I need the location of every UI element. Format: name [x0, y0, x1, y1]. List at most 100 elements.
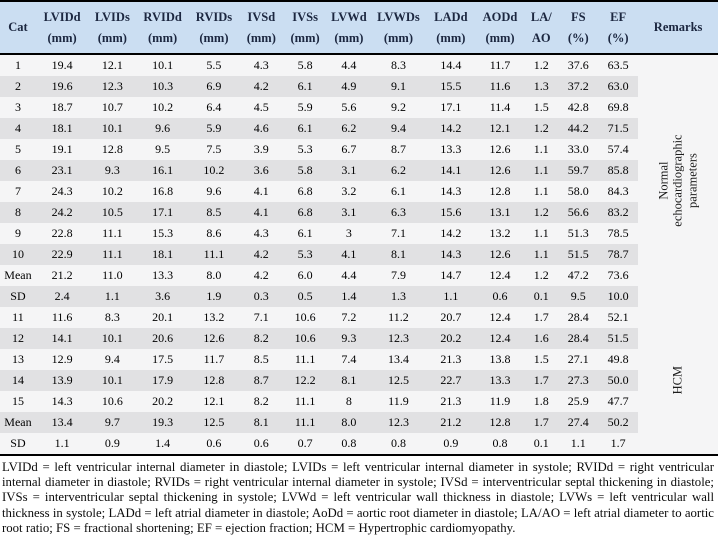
value-cell: 13.2	[188, 307, 240, 328]
value-cell: 21.2	[425, 412, 476, 433]
value-cell: 5.5	[188, 54, 240, 76]
value-cell: 4.9	[326, 76, 372, 97]
value-cell: 11.7	[475, 54, 525, 76]
value-cell: 10.5	[88, 202, 137, 223]
row-label-cell: 9	[0, 223, 36, 244]
value-cell: 0.8	[326, 433, 372, 455]
value-cell: 10.2	[88, 181, 137, 202]
value-cell: 9.3	[326, 328, 372, 349]
value-cell: 4.4	[326, 265, 372, 286]
value-cell: 17.1	[425, 97, 476, 118]
value-cell: 7.9	[371, 265, 426, 286]
value-cell: 63.5	[598, 54, 639, 76]
value-cell: 6.1	[283, 118, 327, 139]
value-cell: 9.4	[371, 118, 426, 139]
value-cell: 6.1	[283, 223, 327, 244]
value-cell: 8.5	[188, 202, 240, 223]
value-cell: 20.1	[136, 307, 189, 328]
value-cell: 6.0	[283, 265, 327, 286]
table-row: 13 12.9 9.4 17.5 11.7 8.5 11.1 7.4 13.4 21.3 13.8 1…	[0, 349, 718, 370]
table-row: Mean 21.2 11.0 13.3 8.0 4.2 6.0 4.4 7.9 14.7 12.4 1…	[0, 265, 718, 286]
value-cell: 12.1	[475, 118, 525, 139]
value-cell: 10.1	[88, 328, 137, 349]
value-cell: 4.2	[239, 76, 284, 97]
value-cell: 9.6	[136, 118, 189, 139]
value-cell: 12.5	[371, 370, 426, 391]
value-cell: 1.7	[598, 433, 639, 455]
value-cell: 1.1	[35, 433, 89, 455]
value-cell: 9.5	[558, 286, 598, 307]
value-cell: 0.6	[188, 433, 240, 455]
value-cell: 6.8	[283, 181, 327, 202]
value-cell: 4.2	[239, 265, 284, 286]
value-cell: 1.7	[524, 370, 559, 391]
value-cell: 11.7	[188, 349, 240, 370]
value-cell: 27.3	[558, 370, 598, 391]
value-cell: 18.1	[136, 244, 189, 265]
value-cell: 10.1	[88, 370, 137, 391]
value-cell: 14.2	[425, 118, 476, 139]
table-row: 6 23.1 9.3 16.1 10.2 3.6 5.8 3.1 6.2 14.1 12.6 1.1 5…	[0, 160, 718, 181]
value-cell: 1.1	[558, 433, 598, 455]
row-label-cell: 15	[0, 391, 36, 412]
value-cell: 4.3	[239, 223, 284, 244]
value-cell: 12.1	[88, 54, 137, 76]
value-cell: 15.5	[425, 76, 476, 97]
value-cell: 12.4	[475, 307, 525, 328]
row-label-cell: 8	[0, 202, 36, 223]
value-cell: 27.1	[558, 349, 598, 370]
value-cell: 1.1	[425, 286, 476, 307]
row-label-cell: 5	[0, 139, 36, 160]
value-cell: 11.1	[188, 244, 240, 265]
value-cell: 0.3	[239, 286, 284, 307]
value-cell: 20.6	[136, 328, 189, 349]
value-cell: 1.1	[524, 181, 559, 202]
value-cell: 11.1	[88, 223, 137, 244]
value-cell: 13.4	[371, 349, 426, 370]
value-cell: 37.6	[558, 54, 598, 76]
value-cell: 1.1	[524, 223, 559, 244]
value-cell: 0.9	[88, 433, 137, 455]
value-cell: 42.8	[558, 97, 598, 118]
table-row: Mean 13.4 9.7 19.3 12.5 8.1 11.1 8.0 12.3 21.2 12.…	[0, 412, 718, 433]
value-cell: 11.1	[283, 349, 327, 370]
column-header: LVIDd (mm)	[35, 1, 89, 55]
value-cell: 12.8	[88, 139, 137, 160]
value-cell: 10.6	[283, 307, 327, 328]
value-cell: 10.2	[136, 97, 189, 118]
value-cell: 22.9	[35, 244, 89, 265]
value-cell: 12.5	[188, 412, 240, 433]
value-cell: 11.2	[371, 307, 426, 328]
value-cell: 57.4	[598, 139, 639, 160]
value-cell: 37.2	[558, 76, 598, 97]
row-label-cell: 14	[0, 370, 36, 391]
value-cell: 1.2	[524, 265, 559, 286]
value-cell: 13.3	[475, 370, 525, 391]
value-cell: 78.5	[598, 223, 639, 244]
value-cell: 13.1	[475, 202, 525, 223]
value-cell: 18.7	[35, 97, 89, 118]
value-cell: 6.2	[326, 118, 372, 139]
column-header: LVIDs (mm)	[88, 1, 137, 55]
value-cell: 19.3	[136, 412, 189, 433]
value-cell: 14.1	[35, 328, 89, 349]
value-cell: 12.3	[371, 412, 426, 433]
value-cell: 3	[326, 223, 372, 244]
value-cell: 4.4	[326, 54, 372, 76]
row-label-cell: SD	[0, 286, 36, 307]
value-cell: 1.3	[371, 286, 426, 307]
row-label-cell: 11	[0, 307, 36, 328]
value-cell: 1.8	[524, 391, 559, 412]
column-header: RVIDs (mm)	[188, 1, 240, 55]
value-cell: 7.1	[371, 223, 426, 244]
value-cell: 6.1	[371, 181, 426, 202]
table-row: 1 19.4 12.1 10.1 5.5 4.3 5.8 4.4 8.3 14.4 11.7 1.2 3…	[0, 54, 718, 307]
value-cell: 4.1	[239, 181, 284, 202]
value-cell: 9.1	[371, 76, 426, 97]
value-cell: 10.6	[88, 391, 137, 412]
table-row: 7 24.3 10.2 16.8 9.6 4.1 6.8 3.2 6.1 14.3 12.8 1.1 5…	[0, 181, 718, 202]
value-cell: 12.8	[475, 181, 525, 202]
value-cell: 8.0	[188, 265, 240, 286]
value-cell: 8.6	[188, 223, 240, 244]
